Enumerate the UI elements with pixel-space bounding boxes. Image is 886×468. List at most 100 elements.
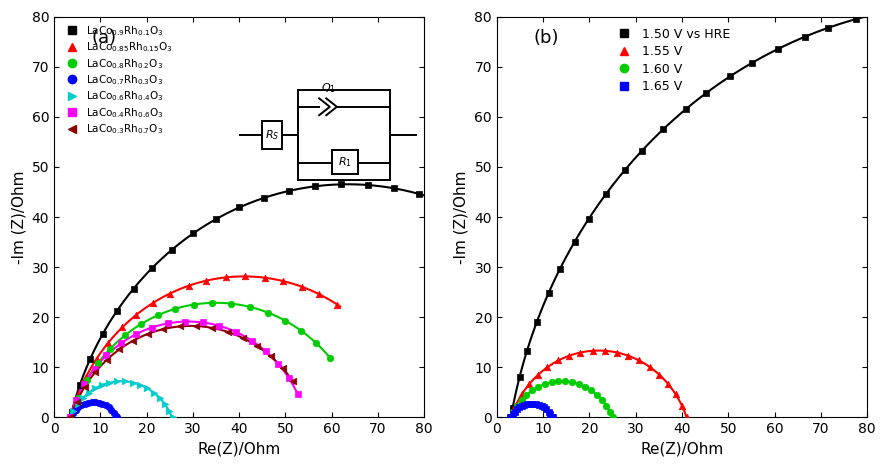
Point	[212, 322, 226, 329]
Point	[77, 380, 91, 388]
Point	[744, 59, 758, 66]
Point	[550, 378, 564, 385]
Point	[263, 353, 277, 360]
Point	[334, 181, 348, 188]
Point	[514, 402, 528, 410]
Point	[509, 406, 524, 413]
Point	[276, 365, 290, 372]
Point	[182, 282, 196, 290]
Point	[531, 401, 545, 409]
Point	[820, 24, 835, 31]
Point	[221, 328, 235, 336]
Point	[312, 291, 326, 298]
Point	[224, 300, 238, 307]
Point	[78, 400, 92, 408]
Point	[291, 391, 305, 398]
Point	[503, 414, 517, 421]
Point	[118, 332, 132, 339]
Point	[69, 398, 83, 405]
X-axis label: Re(Z)/Ohm: Re(Z)/Ohm	[640, 442, 723, 457]
Point	[544, 379, 558, 386]
Point	[537, 380, 551, 388]
Point	[63, 414, 77, 421]
Point	[110, 307, 124, 314]
Point	[232, 204, 246, 211]
Point	[679, 414, 693, 421]
Point	[257, 194, 271, 202]
Point	[90, 360, 105, 367]
Point	[106, 409, 120, 417]
Point	[71, 391, 85, 399]
Point	[83, 355, 97, 363]
Point	[98, 402, 113, 409]
Point	[64, 412, 78, 420]
Point	[62, 414, 76, 421]
Point	[656, 125, 670, 133]
Point	[525, 400, 540, 408]
Point	[276, 278, 290, 285]
Point	[186, 301, 200, 308]
Point	[151, 312, 165, 319]
Point	[66, 408, 81, 415]
Point	[109, 412, 123, 420]
Point	[128, 330, 143, 338]
Point	[540, 364, 554, 371]
Point	[206, 299, 220, 307]
Point	[110, 378, 124, 385]
Point	[104, 345, 118, 352]
Point	[514, 396, 528, 403]
Point	[544, 413, 558, 420]
Point	[539, 406, 553, 413]
Point	[235, 334, 249, 342]
Point	[88, 385, 102, 392]
Point	[70, 394, 84, 402]
Point	[610, 349, 624, 356]
Point	[95, 381, 109, 389]
Point	[386, 184, 400, 192]
Point	[126, 379, 140, 387]
Point	[602, 408, 617, 416]
Point	[79, 373, 93, 381]
Point	[147, 389, 161, 396]
Point	[282, 375, 296, 382]
Point	[309, 339, 323, 347]
Point	[412, 190, 426, 198]
Point	[258, 274, 272, 281]
Point	[770, 45, 784, 52]
Point	[166, 414, 180, 421]
Point	[75, 395, 89, 402]
Point	[140, 385, 154, 392]
Point	[156, 325, 170, 333]
Point	[71, 403, 85, 411]
Point	[668, 390, 682, 398]
Point	[259, 348, 273, 355]
Point	[243, 303, 257, 311]
Point	[323, 354, 337, 361]
Point	[89, 355, 104, 362]
Point	[178, 318, 192, 325]
Point	[127, 285, 141, 292]
Point	[260, 309, 275, 316]
Point	[620, 352, 634, 359]
Point	[505, 410, 519, 418]
Point	[229, 328, 243, 336]
Point	[598, 190, 612, 198]
Point	[505, 404, 519, 411]
Point	[546, 414, 560, 421]
Point	[651, 371, 665, 379]
Point	[674, 402, 688, 410]
Point	[64, 413, 78, 420]
Point	[564, 379, 579, 386]
Point	[173, 322, 187, 330]
Point	[144, 324, 159, 331]
Point	[113, 346, 127, 353]
Point	[536, 404, 550, 411]
Point	[249, 342, 263, 350]
Point	[189, 322, 203, 330]
Point	[63, 414, 77, 421]
Point	[307, 183, 322, 190]
Point	[89, 368, 103, 376]
Y-axis label: -Im (Z)/Ohm: -Im (Z)/Ohm	[454, 170, 469, 264]
Point	[578, 383, 592, 391]
Point	[698, 89, 712, 97]
